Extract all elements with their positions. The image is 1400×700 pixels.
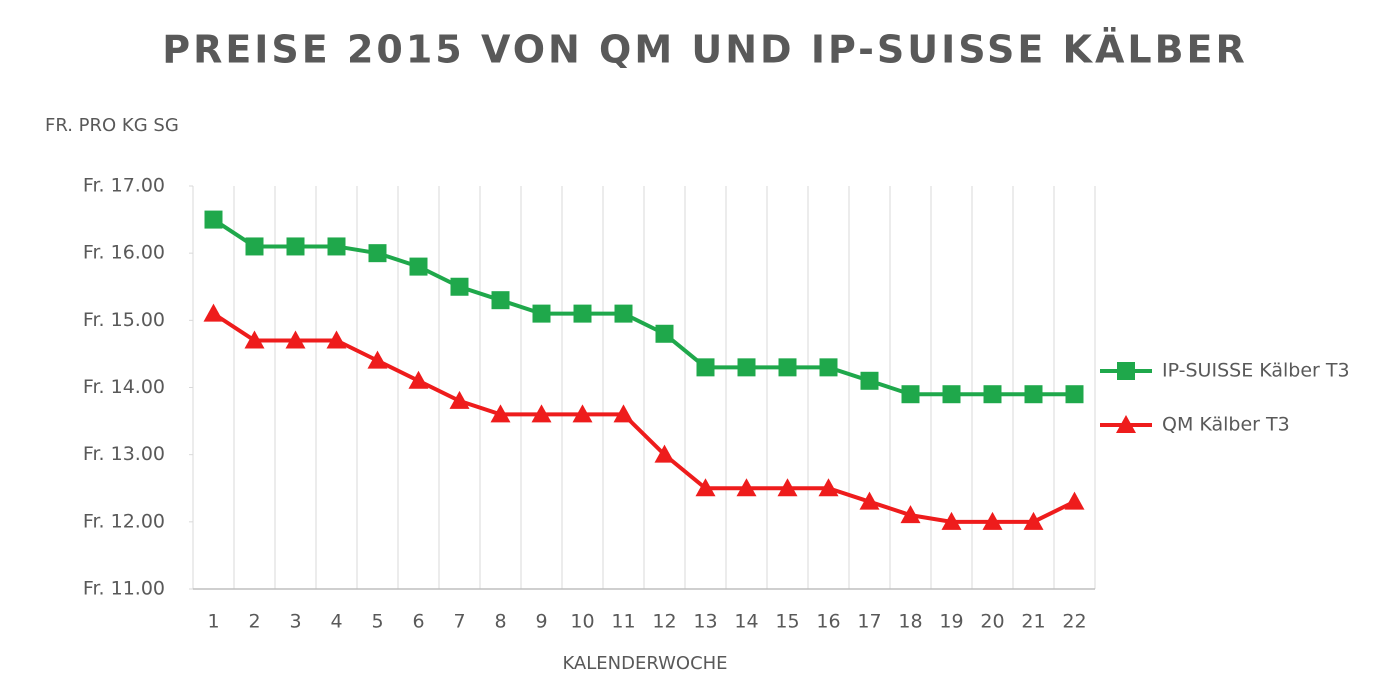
marker	[367, 350, 388, 369]
marker	[859, 491, 880, 510]
x-tick-label: 16	[816, 611, 840, 633]
x-tick-label: 10	[570, 611, 594, 633]
marker	[449, 390, 470, 409]
y-tick-label: Fr. 16.00	[83, 242, 165, 264]
chart-title: PREISE 2015 VON QM UND IP-SUISSE KÄLBER	[162, 28, 1248, 72]
marker	[531, 404, 552, 423]
marker	[696, 358, 715, 377]
marker	[1117, 362, 1135, 380]
y-tick-label: Fr. 17.00	[83, 175, 165, 197]
y-tick-label: Fr. 12.00	[83, 510, 165, 532]
marker	[327, 237, 346, 256]
x-tick-label: 11	[611, 611, 635, 633]
x-tick-label: 14	[734, 611, 758, 633]
x-tick-label: 15	[775, 611, 799, 633]
marker	[285, 330, 306, 349]
x-tick-label: 8	[494, 611, 506, 633]
marker	[532, 304, 551, 323]
marker	[450, 277, 469, 296]
marker	[203, 303, 224, 322]
y-axis-title: FR. PRO KG SG	[45, 115, 179, 136]
marker	[204, 210, 223, 229]
x-tick-label: 20	[980, 611, 1004, 633]
marker	[736, 478, 757, 497]
x-tick-label: 4	[330, 611, 342, 633]
x-tick-label: 3	[289, 611, 301, 633]
marker	[286, 237, 305, 256]
marker	[1116, 415, 1136, 433]
x-tick-label: 12	[652, 611, 676, 633]
marker	[778, 358, 797, 377]
marker	[900, 505, 921, 524]
x-tick-label: 17	[857, 611, 881, 633]
marker	[777, 478, 798, 497]
legend-label: IP-SUISSE Kälber T3	[1162, 360, 1350, 382]
marker	[368, 244, 387, 263]
x-tick-label: 6	[412, 611, 424, 633]
marker	[695, 478, 716, 497]
marker	[1024, 385, 1043, 404]
marker	[614, 304, 633, 323]
marker	[982, 511, 1003, 530]
series-line	[212, 311, 1076, 524]
x-tick-label: 5	[371, 611, 383, 633]
marker	[819, 358, 838, 377]
marker	[573, 304, 592, 323]
marker	[408, 370, 429, 389]
marker	[326, 330, 347, 349]
y-tick-label: Fr. 15.00	[83, 309, 165, 331]
x-tick-label: 21	[1021, 611, 1045, 633]
y-tick-label: Fr. 14.00	[83, 376, 165, 398]
x-tick-label: 19	[939, 611, 963, 633]
x-axis-title: KALENDERWOCHE	[562, 653, 727, 674]
marker	[491, 291, 510, 310]
marker	[737, 358, 756, 377]
y-tick-label: Fr. 13.00	[83, 443, 165, 465]
marker	[818, 478, 839, 497]
marker	[941, 511, 962, 530]
series-line	[212, 217, 1075, 397]
x-tick-label: 13	[693, 611, 717, 633]
legend-label: QM Kälber T3	[1162, 414, 1290, 436]
marker	[654, 444, 675, 463]
x-tick-label: 18	[898, 611, 922, 633]
marker	[613, 404, 634, 423]
marker	[942, 385, 961, 404]
marker	[1064, 491, 1085, 510]
marker	[983, 385, 1002, 404]
y-tick-label: Fr. 11.00	[83, 578, 165, 600]
x-tick-label: 9	[535, 611, 547, 633]
x-tick-label: 22	[1062, 611, 1086, 633]
marker	[409, 257, 428, 276]
marker	[572, 404, 593, 423]
marker	[244, 330, 265, 349]
marker	[1065, 385, 1084, 404]
marker	[901, 385, 920, 404]
marker	[245, 237, 264, 256]
x-tick-label: 1	[207, 611, 219, 633]
x-tick-label: 2	[248, 611, 260, 633]
marker	[860, 371, 879, 390]
marker	[655, 324, 674, 343]
marker	[1023, 511, 1044, 530]
marker	[490, 404, 511, 423]
x-tick-label: 7	[453, 611, 465, 633]
